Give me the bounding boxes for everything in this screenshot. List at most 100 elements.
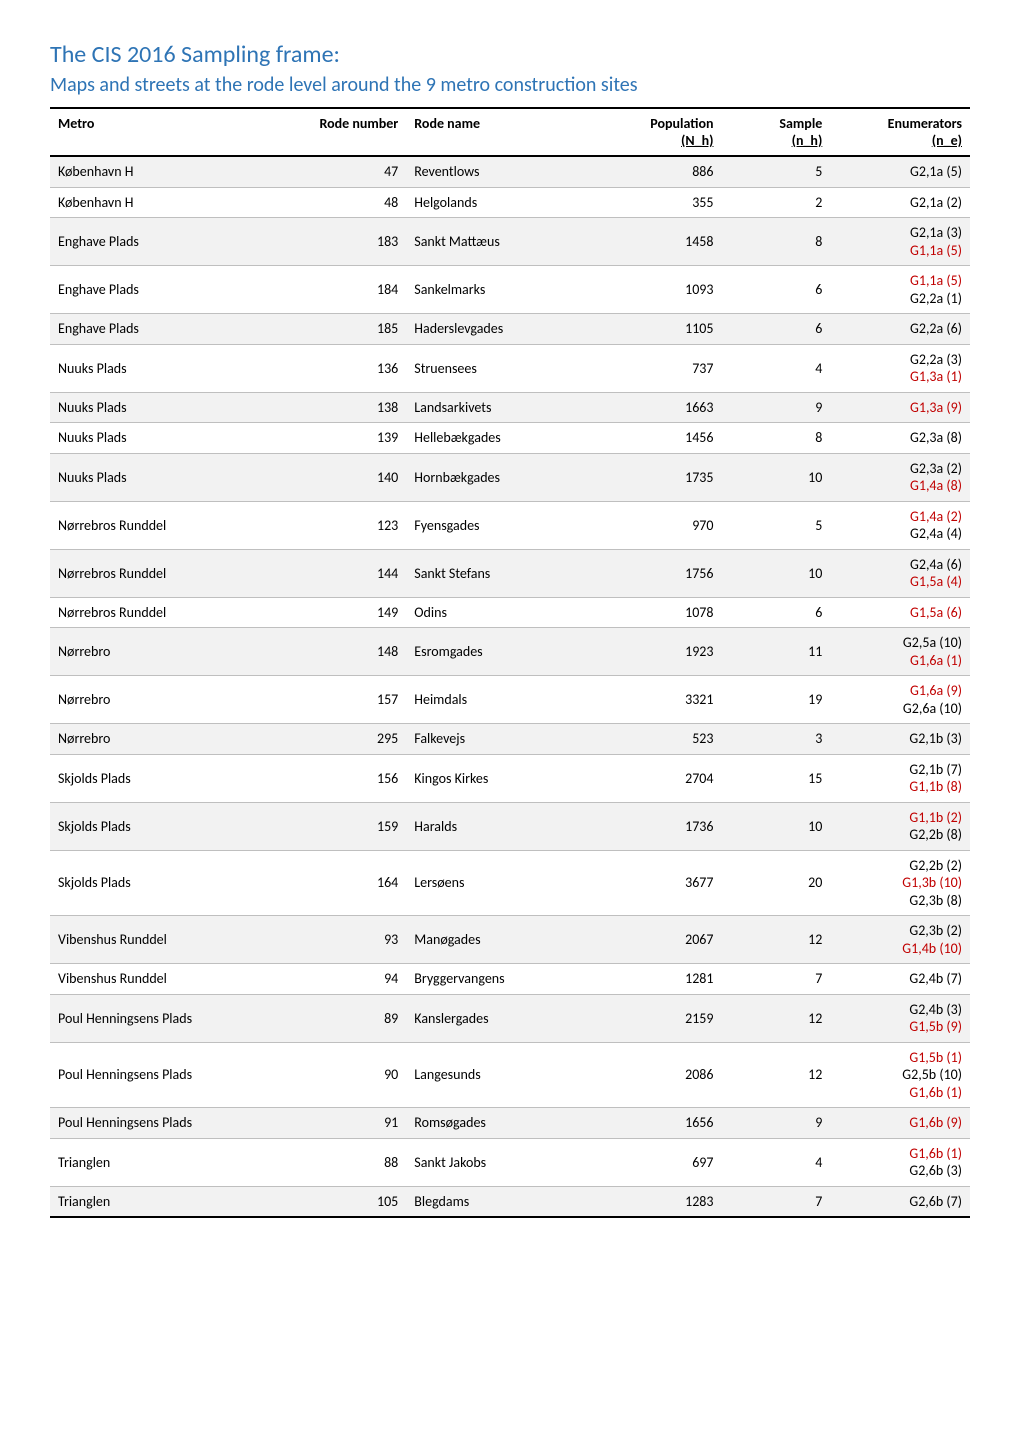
enumerator-value: G2,3a (2): [910, 460, 962, 477]
table-row: Vibenshus Runddel94Bryggervangens12817G2…: [50, 964, 970, 995]
page-title: The CIS 2016 Sampling frame:: [50, 40, 970, 69]
cell-population: 1078: [602, 597, 721, 628]
enumerator-value: G2,4a (6): [910, 556, 962, 573]
cell-rode-name: Kingos Kirkes: [406, 754, 602, 802]
cell-enumerators: G2,3a (2)G1,4a (8): [830, 453, 970, 501]
cell-metro: Poul Henningsens Plads: [50, 1042, 282, 1108]
cell-population: 1663: [602, 392, 721, 423]
column-header: Rode name: [406, 108, 602, 156]
cell-rode-number: 164: [282, 850, 406, 916]
cell-enumerators: G2,4b (7): [830, 964, 970, 995]
enumerator-value: G1,4a (8): [910, 477, 962, 494]
cell-enumerators: G2,5a (10)G1,6a (1): [830, 628, 970, 676]
cell-sample: 5: [721, 156, 830, 187]
enumerator-value: G2,2b (2): [909, 857, 962, 874]
cell-rode-number: 157: [282, 676, 406, 724]
enumerator-value: G2,2b (8): [909, 826, 962, 843]
cell-population: 1456: [602, 423, 721, 454]
column-header: Enumerators(n_e): [830, 108, 970, 156]
sampling-table: MetroRode numberRode namePopulation(N_h)…: [50, 107, 970, 1218]
cell-enumerators: G2,1a (2): [830, 187, 970, 218]
enumerator-value: G2,1a (5): [910, 163, 962, 180]
cell-sample: 9: [721, 1108, 830, 1139]
table-row: Trianglen105Blegdams12837G2,6b (7): [50, 1186, 970, 1217]
cell-rode-name: Helgolands: [406, 187, 602, 218]
table-row: København H47Reventlows8865G2,1a (5): [50, 156, 970, 187]
cell-rode-name: Odins: [406, 597, 602, 628]
table-row: Enghave Plads183Sankt Mattæus14588G2,1a …: [50, 218, 970, 266]
cell-rode-name: Struensees: [406, 344, 602, 392]
cell-sample: 11: [721, 628, 830, 676]
table-row: Nørrebro157Heimdals332119G1,6a (9)G2,6a …: [50, 676, 970, 724]
cell-sample: 12: [721, 1042, 830, 1108]
cell-metro: Nørrebros Runddel: [50, 501, 282, 549]
cell-metro: København H: [50, 156, 282, 187]
cell-rode-number: 149: [282, 597, 406, 628]
cell-metro: Skjolds Plads: [50, 850, 282, 916]
table-row: Nørrebro148Esromgades192311G2,5a (10)G1,…: [50, 628, 970, 676]
cell-population: 1283: [602, 1186, 721, 1217]
enumerator-value: G2,3b (8): [909, 892, 962, 909]
cell-rode-number: 295: [282, 724, 406, 755]
table-row: Trianglen88Sankt Jakobs6974G1,6b (1)G2,6…: [50, 1138, 970, 1186]
cell-sample: 15: [721, 754, 830, 802]
cell-sample: 10: [721, 453, 830, 501]
enumerator-value: G2,4b (3): [909, 1001, 962, 1018]
enumerator-value: G2,3a (8): [910, 429, 962, 446]
cell-rode-name: Sankt Stefans: [406, 549, 602, 597]
cell-rode-number: 140: [282, 453, 406, 501]
cell-metro: Nørrebro: [50, 628, 282, 676]
table-row: Nuuks Plads136Struensees7374G2,2a (3)G1,…: [50, 344, 970, 392]
enumerator-value: G2,2a (3): [910, 351, 962, 368]
cell-metro: Enghave Plads: [50, 218, 282, 266]
cell-population: 1281: [602, 964, 721, 995]
column-header: Population(N_h): [602, 108, 721, 156]
table-row: Skjolds Plads156Kingos Kirkes270415G2,1b…: [50, 754, 970, 802]
enumerator-value: G1,1a (5): [910, 272, 962, 289]
cell-metro: Enghave Plads: [50, 314, 282, 345]
enumerator-value: G2,6b (7): [909, 1193, 962, 1210]
table-header: MetroRode numberRode namePopulation(N_h)…: [50, 108, 970, 156]
cell-rode-name: Falkevejs: [406, 724, 602, 755]
enumerator-value: G1,3b (10): [902, 874, 962, 891]
cell-sample: 6: [721, 266, 830, 314]
cell-rode-name: Langesunds: [406, 1042, 602, 1108]
cell-rode-number: 90: [282, 1042, 406, 1108]
cell-metro: Skjolds Plads: [50, 754, 282, 802]
cell-enumerators: G2,3b (2)G1,4b (10): [830, 916, 970, 964]
table-row: Skjolds Plads159Haralds173610G1,1b (2)G2…: [50, 802, 970, 850]
enumerator-value: G1,1a (5): [910, 242, 962, 259]
enumerator-value: G1,5b (1): [909, 1049, 962, 1066]
cell-rode-number: 184: [282, 266, 406, 314]
cell-rode-number: 185: [282, 314, 406, 345]
cell-enumerators: G1,5b (1)G2,5b (10)G1,6b (1): [830, 1042, 970, 1108]
enumerator-value: G1,1b (2): [909, 809, 962, 826]
cell-rode-name: Hellebækgades: [406, 423, 602, 454]
cell-population: 1093: [602, 266, 721, 314]
cell-sample: 3: [721, 724, 830, 755]
cell-metro: Nuuks Plads: [50, 453, 282, 501]
enumerator-value: G2,1a (2): [910, 194, 962, 211]
enumerator-value: G1,1b (8): [909, 778, 962, 795]
cell-population: 2086: [602, 1042, 721, 1108]
enumerator-value: G1,5b (9): [909, 1018, 962, 1035]
cell-metro: Poul Henningsens Plads: [50, 994, 282, 1042]
cell-metro: Vibenshus Runddel: [50, 964, 282, 995]
table-row: København H48Helgolands3552G2,1a (2): [50, 187, 970, 218]
cell-enumerators: G2,3a (8): [830, 423, 970, 454]
cell-population: 1105: [602, 314, 721, 345]
table-row: Vibenshus Runddel93Manøgades206712G2,3b …: [50, 916, 970, 964]
enumerator-value: G2,5a (10): [903, 634, 962, 651]
cell-rode-name: Fyensgades: [406, 501, 602, 549]
cell-enumerators: G2,1b (7)G1,1b (8): [830, 754, 970, 802]
enumerator-value: G1,4b (10): [902, 940, 962, 957]
cell-enumerators: G1,1a (5)G2,2a (1): [830, 266, 970, 314]
cell-metro: Nørrebro: [50, 724, 282, 755]
cell-enumerators: G2,2a (6): [830, 314, 970, 345]
cell-sample: 6: [721, 597, 830, 628]
enumerator-value: G2,1b (3): [909, 730, 962, 747]
column-header: Metro: [50, 108, 282, 156]
cell-rode-number: 136: [282, 344, 406, 392]
cell-sample: 7: [721, 964, 830, 995]
cell-rode-number: 159: [282, 802, 406, 850]
